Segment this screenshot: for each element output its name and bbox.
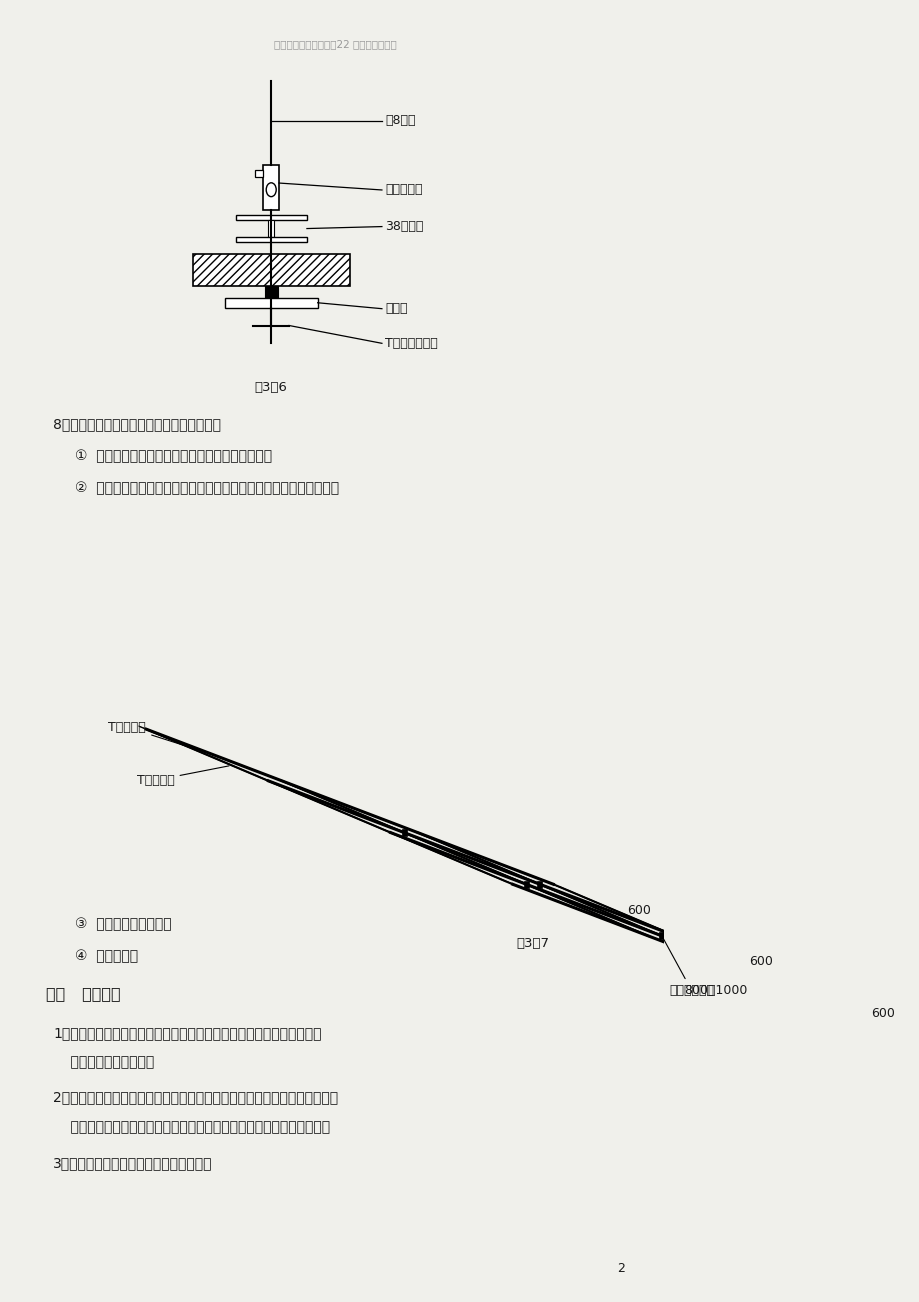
Bar	[224, 298, 317, 307]
Text: 600: 600	[749, 956, 773, 969]
Bar	[523, 880, 528, 888]
Text: 38主龙骨: 38主龙骨	[385, 220, 424, 233]
Text: T型主龙骨: T型主龙骨	[108, 721, 211, 754]
Bar	[255, 171, 263, 177]
Bar	[192, 254, 349, 286]
Bar	[537, 880, 541, 888]
Text: 3、吊顶龙骨上禁止铺设机电管道、线路。: 3、吊顶龙骨上禁止铺设机电管道、线路。	[53, 1156, 212, 1170]
Text: ①  吊顶工程的施工图、设计说明及其他设计文件；: ① 吊顶工程的施工图、设计说明及其他设计文件；	[74, 449, 272, 464]
Text: （建筑装饰装修工程）22 矿棉板吊顶工程: （建筑装饰装修工程）22 矿棉板吊顶工程	[274, 39, 396, 49]
Text: 800～1000: 800～1000	[684, 983, 747, 996]
Text: ②  材料的产品合格证书、性能检测报告、进场验收记录和复验报告；: ② 材料的产品合格证书、性能检测报告、进场验收记录和复验报告；	[74, 480, 338, 495]
Polygon shape	[146, 729, 403, 832]
Text: 2、装修吊顶用吊杆严禁挪做机电管道、线路吊挂用；机电管道、线路如与吊: 2、装修吊顶用吊杆严禁挪做机电管道、线路吊挂用；机电管道、线路如与吊	[53, 1090, 338, 1104]
Bar	[265, 286, 278, 298]
Text: T型副龙骨: T型副龙骨	[137, 766, 229, 786]
Text: 五、   成品保护: 五、 成品保护	[46, 987, 120, 1001]
Text: 8、吊顶工程验收时应检查下列文件和记录：: 8、吊顶工程验收时应检查下列文件和记录：	[53, 418, 221, 431]
Bar	[235, 215, 307, 220]
Bar	[268, 220, 274, 237]
Text: T型龙骨及挂件: T型龙骨及挂件	[385, 337, 437, 350]
Text: 1、轻钢骨架、罩面板及其他吊顶材料在人场存放、使用过程中应严格管: 1、轻钢骨架、罩面板及其他吊顶材料在人场存放、使用过程中应严格管	[53, 1026, 322, 1040]
Polygon shape	[539, 884, 797, 988]
Polygon shape	[417, 832, 675, 936]
Text: 主龙骨挂件: 主龙骨挂件	[385, 184, 423, 197]
Text: 置矛盾，须经过项目技术人员同意后更改，不得随意改变、挪动吊杆。: 置矛盾，须经过项目技术人员同意后更改，不得随意改变、挪动吊杆。	[53, 1120, 330, 1134]
Bar	[659, 932, 664, 939]
Polygon shape	[403, 832, 661, 936]
Polygon shape	[281, 781, 539, 884]
Text: 600: 600	[870, 1006, 894, 1019]
Text: 图3－7: 图3－7	[516, 937, 549, 950]
Text: ④  施工记录。: ④ 施工记录。	[74, 949, 138, 962]
Text: 主龙骨吊挂件: 主龙骨吊挂件	[663, 939, 713, 997]
Polygon shape	[526, 884, 783, 988]
Polygon shape	[661, 936, 919, 1039]
Text: ③  隐蔽工程验收记录；: ③ 隐蔽工程验收记录；	[74, 917, 171, 931]
Text: 圆8吊筋: 圆8吊筋	[385, 115, 415, 128]
Text: 2: 2	[617, 1262, 624, 1275]
Text: 图3－6: 图3－6	[255, 381, 288, 395]
Text: 装饰板: 装饰板	[385, 302, 407, 315]
Bar	[401, 829, 406, 836]
Polygon shape	[390, 832, 648, 936]
Text: 600: 600	[627, 904, 651, 917]
Text: 形、不受潮、不生锈。: 形、不受潮、不生锈。	[53, 1056, 154, 1070]
Polygon shape	[268, 781, 526, 884]
Bar	[263, 165, 278, 210]
Bar	[235, 237, 307, 242]
